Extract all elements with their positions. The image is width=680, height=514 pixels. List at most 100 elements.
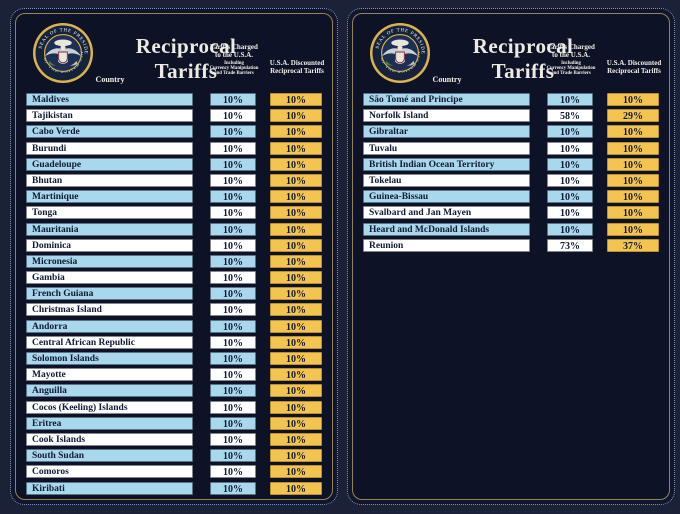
table-row: Bhutan 10% 10%: [26, 173, 322, 187]
table-row: Reunion 73% 37%: [363, 238, 659, 252]
tariff-panel-right-inner: SEAL OF THE PRESIDENT OF THE UNITED STAT…: [352, 13, 670, 500]
presidential-seal-icon: SEAL OF THE PRESIDENT OF THE UNITED STAT…: [32, 22, 94, 84]
discounted-tariff-cell: 10%: [607, 173, 659, 187]
table-row: Cocos (Keeling) Islands 10% 10%: [26, 400, 322, 414]
charged-tariff-cell: 10%: [547, 206, 593, 220]
column-header-country: Country: [95, 75, 125, 84]
country-cell: Comoros: [26, 465, 193, 479]
page-title: Reciprocal Tariffs: [135, 34, 237, 83]
charged-tariff-cell: 10%: [210, 125, 256, 139]
charged-tariff-cell: 10%: [210, 190, 256, 204]
table-row: Martinique 10% 10%: [26, 190, 322, 204]
country-cell: Gibraltar: [363, 125, 530, 139]
charged-header-subtext: Including Currency Manipulation and Trad…: [546, 60, 596, 77]
panel-header: SEAL OF THE PRESIDENT OF THE UNITED STAT…: [26, 20, 324, 86]
table-row: Gibraltar 10% 10%: [363, 125, 659, 139]
discounted-tariff-cell: 29%: [607, 109, 659, 123]
country-cell: Andorra: [26, 319, 193, 333]
charged-tariff-cell: 10%: [210, 319, 256, 333]
table-row: Svalbard and Jan Mayen 10% 10%: [363, 206, 659, 220]
charged-tariff-cell: 10%: [210, 141, 256, 155]
table-row: Micronesia 10% 10%: [26, 254, 322, 268]
country-cell: Christmas Island: [26, 303, 193, 317]
discounted-tariff-cell: 10%: [270, 481, 322, 495]
table-row: Mayotte 10% 10%: [26, 368, 322, 382]
charged-header-line1: Tariffs Charged: [210, 43, 258, 51]
charged-tariff-cell: 10%: [547, 125, 593, 139]
charged-tariff-cell: 10%: [210, 254, 256, 268]
charged-tariff-cell: 10%: [210, 368, 256, 382]
discounted-tariff-cell: 10%: [270, 449, 322, 463]
table-row: Christmas Island 10% 10%: [26, 303, 322, 317]
charged-tariff-cell: 10%: [210, 432, 256, 446]
country-cell: Gambia: [26, 271, 193, 285]
discounted-tariff-cell: 10%: [270, 416, 322, 430]
discounted-tariff-cell: 10%: [607, 222, 659, 236]
presidential-seal-icon: SEAL OF THE PRESIDENT OF THE UNITED STAT…: [369, 22, 431, 84]
charged-tariff-cell: 10%: [210, 400, 256, 414]
charged-tariff-cell: 10%: [547, 190, 593, 204]
charged-tariff-cell: 10%: [210, 109, 256, 123]
country-cell: Reunion: [363, 238, 530, 252]
country-cell: Cook Islands: [26, 432, 193, 446]
charged-tariff-cell: 10%: [547, 141, 593, 155]
charged-tariff-cell: 10%: [210, 352, 256, 365]
country-cell: British Indian Ocean Territory: [363, 157, 530, 171]
charged-header-subtext: Including Currency Manipulation and Trad…: [209, 60, 259, 77]
discounted-tariff-cell: 37%: [607, 238, 659, 252]
charged-tariff-cell: 10%: [210, 416, 256, 430]
country-cell: Kiribati: [26, 481, 193, 495]
table-row: French Guiana 10% 10%: [26, 287, 322, 301]
charged-header-line2: to the U.S.A.: [552, 50, 590, 59]
discounted-tariff-cell: 10%: [607, 157, 659, 171]
country-cell: South Sudan: [26, 449, 193, 463]
country-cell: Svalbard and Jan Mayen: [363, 206, 530, 220]
table-row: Tonga 10% 10%: [26, 206, 322, 220]
charged-tariff-cell: 10%: [547, 173, 593, 187]
country-cell: Tonga: [26, 206, 193, 220]
table-row: Heard and McDonald Islands 10% 10%: [363, 222, 659, 236]
discounted-tariff-cell: 10%: [270, 384, 322, 398]
discounted-tariff-cell: 10%: [270, 222, 322, 236]
country-cell: Guadeloupe: [26, 157, 193, 171]
discounted-tariff-cell: 10%: [270, 254, 322, 268]
table-row: Guinea-Bissau 10% 10%: [363, 190, 659, 204]
charged-tariff-cell: 10%: [210, 481, 256, 495]
discounted-tariff-cell: 10%: [270, 335, 322, 349]
discounted-tariff-cell: 10%: [270, 141, 322, 155]
charged-tariff-cell: 10%: [210, 335, 256, 349]
discounted-tariff-cell: 10%: [270, 432, 322, 446]
discounted-tariff-cell: 10%: [270, 352, 322, 365]
discounted-tariff-cell: 10%: [607, 125, 659, 139]
country-cell: Guinea-Bissau: [363, 190, 530, 204]
country-cell: Tokelau: [363, 173, 530, 187]
charged-tariff-cell: 10%: [210, 157, 256, 171]
charged-tariff-cell: 10%: [210, 222, 256, 236]
discounted-tariff-cell: 10%: [270, 271, 322, 285]
discounted-tariff-cell: 10%: [270, 465, 322, 479]
country-cell: Maldives: [26, 93, 193, 106]
charged-tariff-cell: 58%: [547, 109, 593, 123]
charged-tariff-cell: 10%: [210, 303, 256, 317]
table-row: Eritrea 10% 10%: [26, 416, 322, 430]
discounted-tariff-cell: 10%: [270, 400, 322, 414]
country-cell: Martinique: [26, 190, 193, 204]
discounted-tariff-cell: 10%: [270, 287, 322, 301]
charged-tariff-cell: 10%: [547, 93, 593, 106]
discounted-tariff-cell: 10%: [607, 190, 659, 204]
charged-tariff-cell: 10%: [210, 93, 256, 106]
page-title: Reciprocal Tariffs: [472, 34, 574, 83]
tariff-table-left: Maldives 10% 10% Tajikistan 10% 10% Cabo Verde…: [26, 93, 322, 495]
charged-tariff-cell: 10%: [210, 238, 256, 252]
discounted-tariff-cell: 10%: [270, 319, 322, 333]
charged-tariff-cell: 10%: [547, 222, 593, 236]
country-cell: Tuvalu: [363, 141, 530, 155]
country-cell: Cabo Verde: [26, 125, 193, 139]
country-cell: Dominica: [26, 238, 193, 252]
table-row: Andorra 10% 10%: [26, 319, 322, 333]
table-row: Burundi 10% 10%: [26, 141, 322, 155]
country-cell: Cocos (Keeling) Islands: [26, 400, 193, 414]
country-cell: Solomon Islands: [26, 352, 193, 365]
charged-header-line2: to the U.S.A.: [215, 50, 253, 59]
country-cell: Eritrea: [26, 416, 193, 430]
